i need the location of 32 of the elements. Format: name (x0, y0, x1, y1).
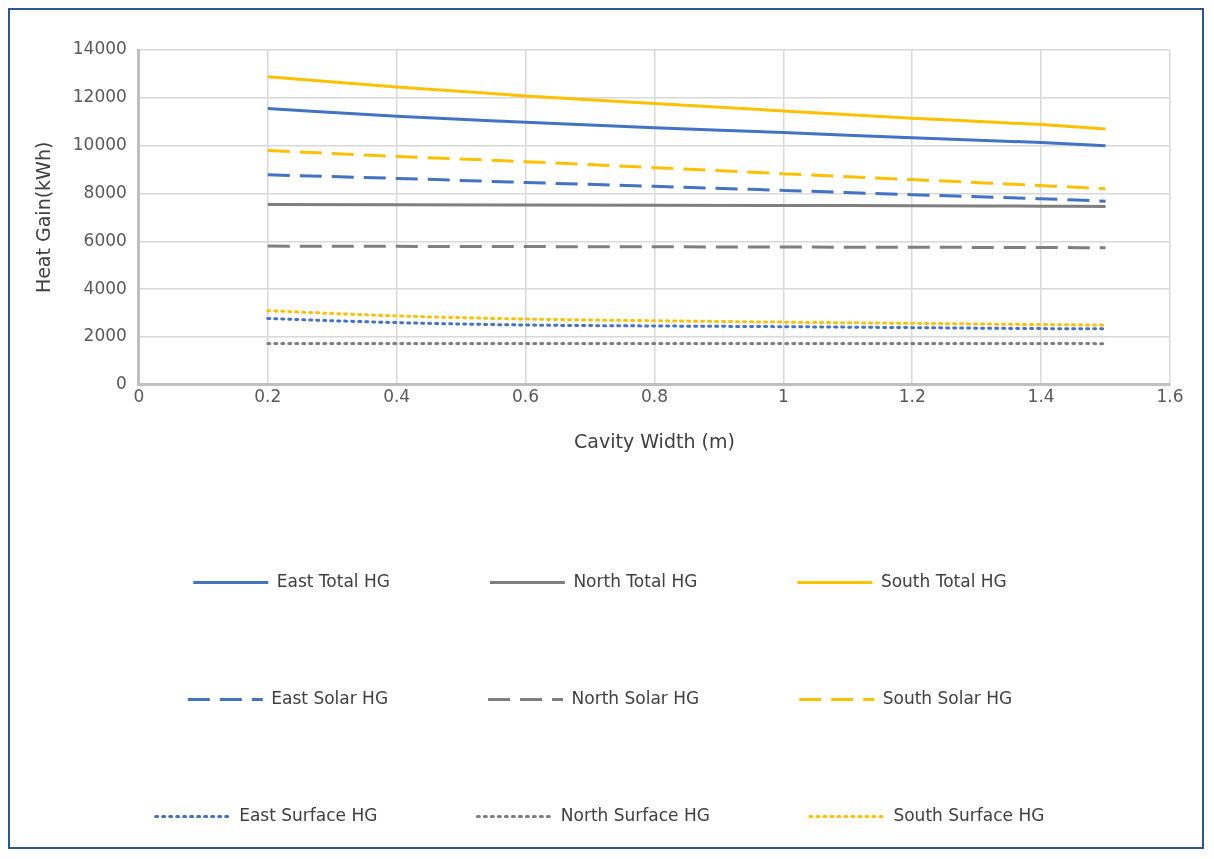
y-tick-label: 8000 (83, 181, 127, 202)
legend-label: East Surface HG (239, 804, 378, 825)
legend-label: East Total HG (276, 570, 390, 591)
x-tick-label: 0.2 (254, 386, 282, 407)
y-tick-label: 10000 (72, 134, 127, 155)
y-tick-label: 14000 (72, 38, 127, 59)
x-tick-label: 1.2 (898, 386, 926, 407)
y-tick-label: 4000 (83, 277, 127, 298)
legend-label: South Total HG (880, 570, 1007, 591)
x-tick-label: 0 (133, 386, 145, 407)
x-tick-label: 1 (777, 386, 789, 407)
y-tick-label: 0 (116, 373, 127, 394)
x-tick-label: 0.8 (640, 386, 668, 407)
legend-label: North Surface HG (560, 804, 710, 825)
line-series (266, 173, 1108, 203)
x-tick-label: 0.4 (383, 386, 411, 407)
line-series (266, 75, 1108, 131)
y-axis-title: Heat Gain(kWh) (32, 141, 55, 294)
y-tick-label: 12000 (72, 86, 127, 107)
x-axis-title: Cavity Width (m) (574, 429, 735, 452)
y-tick-label: 6000 (83, 229, 127, 250)
x-tick-label: 1.6 (1156, 386, 1184, 407)
legend-label: North Total HG (573, 570, 698, 591)
line-series (266, 107, 1108, 148)
legend-label: South Solar HG (882, 687, 1013, 708)
line-series (266, 148, 1108, 191)
x-tick-label: 1.4 (1027, 386, 1055, 407)
legend-label: South Surface HG (893, 804, 1045, 825)
x-tick-label: 0.6 (512, 386, 540, 407)
legend-label: North Solar HG (571, 687, 700, 708)
y-tick-label: 2000 (83, 325, 127, 346)
legend-label: East Solar HG (271, 687, 389, 708)
